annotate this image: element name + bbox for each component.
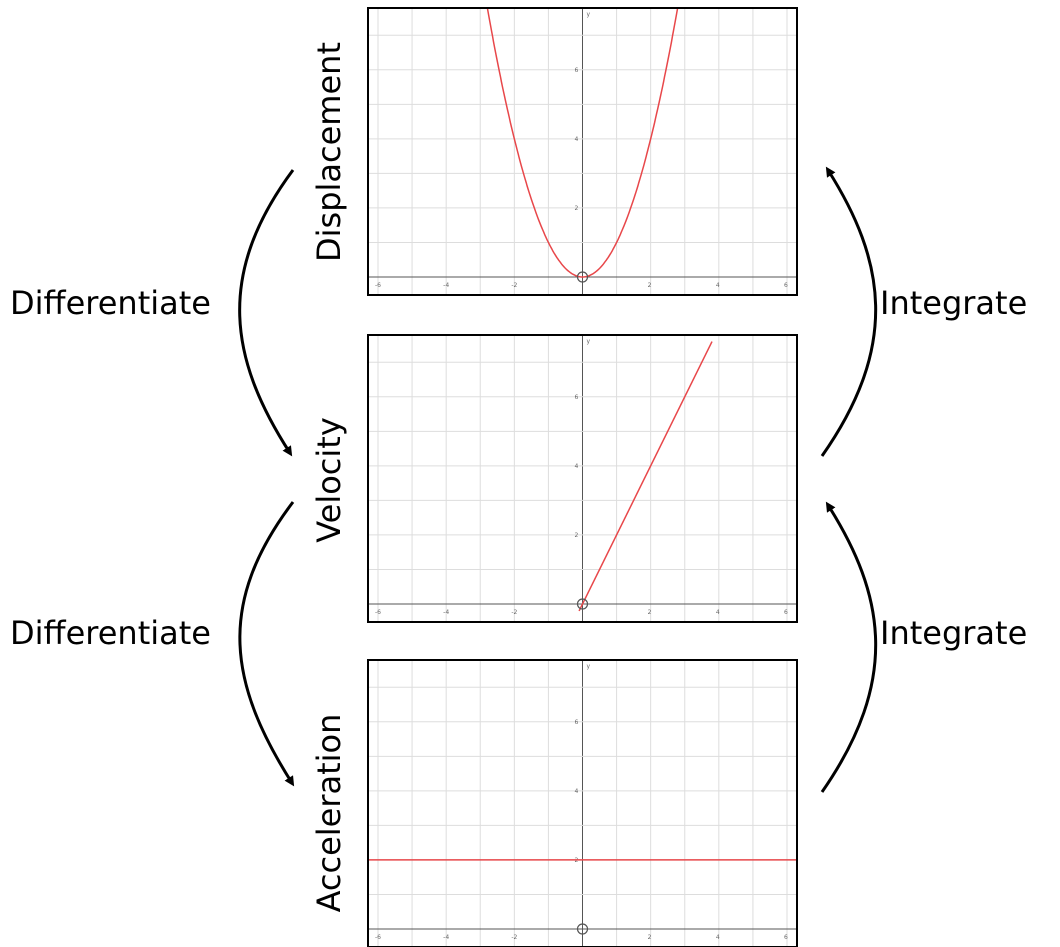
- y-tick-label: 4: [575, 463, 579, 470]
- x-tick-label: 4: [716, 934, 720, 941]
- integrate-label-2: Integrate: [880, 614, 1027, 652]
- y-tick-label: 6: [575, 719, 579, 726]
- differentiate-arrow-2: [238, 501, 295, 787]
- displacement-panel: -6 -4 -2 2 4 6 2 4 6 y Displacement: [310, 7, 798, 296]
- velocity-frame: [367, 334, 798, 623]
- x-tick-label: 2: [648, 934, 652, 941]
- x-tick-label: 2: [648, 609, 652, 616]
- differentiate-label-1: Differentiate: [10, 284, 211, 322]
- x-tick-label: -6: [375, 934, 381, 941]
- x-tick-label: 4: [716, 609, 720, 616]
- displacement-origin-marker: [576, 271, 589, 283]
- y-tick-label: 4: [575, 136, 579, 143]
- x-tick-label: 6: [784, 609, 788, 616]
- x-tick-label: 4: [716, 282, 720, 289]
- integrate-label-1: Integrate: [880, 284, 1027, 322]
- acceleration-grid: [368, 660, 797, 947]
- velocity-panel: -6 -4 -2 2 4 6 2 4 6 y Velocity: [310, 334, 798, 623]
- integrate-arrow-2: [820, 501, 878, 793]
- acceleration-axis-label: Acceleration: [310, 714, 348, 913]
- x-tick-label: -2: [511, 934, 517, 941]
- x-tick-label: -6: [375, 609, 381, 616]
- x-tick-label: -2: [511, 609, 517, 616]
- x-tick-label: -6: [375, 282, 381, 289]
- velocity-axis-label: Velocity: [310, 417, 348, 543]
- y-axis-letter: y: [587, 11, 591, 18]
- y-tick-label: 2: [575, 205, 579, 212]
- x-tick-label: 6: [784, 282, 788, 289]
- velocity-origin-marker: [576, 598, 589, 610]
- velocity-tick-labels: -6 -4 -2 2 4 6 2 4 6 y: [375, 338, 788, 616]
- y-tick-label: 4: [575, 788, 579, 795]
- x-tick-label: -4: [443, 609, 449, 616]
- velocity-curve: [578, 341, 713, 612]
- x-tick-label: -4: [443, 934, 449, 941]
- y-axis-letter: y: [587, 663, 591, 670]
- x-tick-label: -4: [443, 282, 449, 289]
- displacement-frame: [367, 7, 798, 296]
- acceleration-frame: [367, 659, 798, 947]
- acceleration-origin-marker: [576, 923, 589, 935]
- displacement-axis-label: Displacement: [310, 42, 348, 262]
- x-tick-label: -2: [511, 282, 517, 289]
- y-axis-letter: y: [587, 338, 591, 345]
- displacement-tick-labels: -6 -4 -2 2 4 6 2 4 6 y: [375, 11, 788, 289]
- integrate-arrow-1: [820, 166, 878, 457]
- displacement-curve: [486, 8, 679, 278]
- y-tick-label: 6: [575, 394, 579, 401]
- differentiate-label-2: Differentiate: [10, 614, 211, 652]
- displacement-grid: [368, 8, 797, 295]
- y-tick-label: 2: [575, 532, 579, 539]
- y-tick-label: 6: [575, 67, 579, 74]
- x-tick-label: 6: [784, 934, 788, 941]
- differentiate-arrow-1: [238, 169, 295, 457]
- x-tick-label: 2: [648, 282, 652, 289]
